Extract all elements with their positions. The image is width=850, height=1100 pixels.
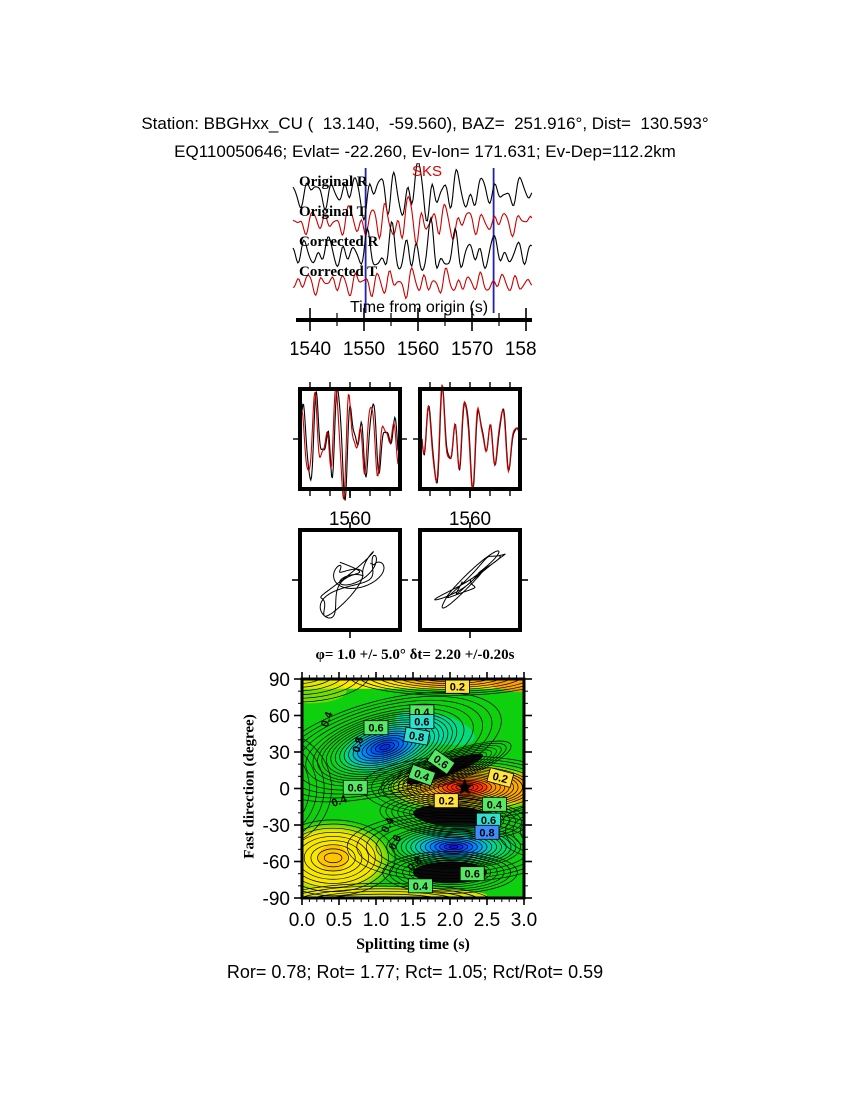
particle-motion-curve [319,550,385,619]
phase-label-sks: SKS [412,163,443,180]
svg-text:0: 0 [279,780,290,801]
trace-label-original-t: Original T [299,204,367,220]
svg-text:2.5: 2.5 [474,910,500,931]
time-tick-label: 1550 [343,339,385,360]
contour-label: 0.4 [407,878,433,894]
fast-slow-panel: 1560 [293,382,407,530]
svg-text:90: 90 [269,670,290,691]
trace-original-t [292,195,533,247]
time-tick-label: 1540 [291,339,331,360]
svg-text:0.0: 0.0 [289,910,315,931]
contour-title: φ= 1.0 +/- 5.0° δt= 2.20 +/-0.20s [315,647,515,663]
svg-text:0.6: 0.6 [414,717,429,729]
trace-corrected-t [292,266,533,300]
best-solution-star [456,778,474,795]
contour-label: 0.8 [403,726,431,746]
contour-label: 0.6 [409,714,435,729]
black-component-trace [421,386,519,492]
svg-text:0.4: 0.4 [319,709,336,728]
contour-label: 0.2 [486,767,515,788]
splitting-error-surface: 0.20.40.60.60.80.40.80.60.4 0.20.60.4 0.2 0… [263,670,538,931]
particle-motion-panel-original [292,522,408,638]
contour-label: 0.2 [444,678,470,694]
contour-label: 0.6 [342,779,368,795]
fast-slow-and-particle-motion-panels: 1560 1560 [292,382,528,638]
trace-label-original-r: Original R [299,174,368,190]
trace-corrected-r [292,215,533,272]
contour-label: 0.4 [481,796,507,812]
header-line-1: Station: BBGHxx_CU ( 13.140, -59.560), B… [141,114,709,133]
red-component-trace [301,387,399,500]
trace-label-corrected-t: Corrected T [299,264,378,280]
contour-label: 0.6 [363,720,389,736]
trace-label-corrected-r: Corrected R [299,234,379,250]
panel-tick-label: 1560 [329,509,371,530]
svg-text:0.8: 0.8 [479,827,494,839]
result-line: Ror= 0.78; Rot= 1.77; Rct= 1.05; Rct/Rot… [226,962,604,982]
svg-text:0.4: 0.4 [412,768,431,785]
contour-tick-labels: 90 60 30 0 -30 -60 -900.0 0.5 1.0 1.5 2.0 2.5 3.0 [263,670,538,931]
time-tick-label: 1560 [397,339,439,360]
contour-label: 0.8 [351,736,367,754]
svg-text:-60: -60 [263,853,290,874]
svg-text:1.5: 1.5 [400,910,426,931]
contour-label: 0.6 [387,833,404,852]
particle-motion-panel-corrected [412,522,528,638]
svg-text:60: 60 [269,707,290,728]
svg-text:-30: -30 [263,816,290,837]
svg-text:0.8: 0.8 [408,730,425,744]
svg-text:0.6: 0.6 [348,782,363,794]
contour-label: 0.2 [433,793,459,809]
waveform-plot: 1540 1550 1560 1570 1580 [291,163,536,360]
time-tick-label: 1570 [451,339,493,360]
svg-text:0.5: 0.5 [326,910,352,931]
svg-text:0.6: 0.6 [481,815,496,827]
time-tick-label: 1580 [505,339,536,360]
svg-text:0.6: 0.6 [368,723,383,735]
svg-text:0.2: 0.2 [439,796,454,808]
trace-original-r [292,163,533,222]
contour-label: 0.4 [330,793,349,810]
header-line-2: EQ110050646; Evlat= -22.260, Ev-lon= 171… [174,142,676,161]
contour-label: 0.6 [476,812,501,828]
contour-label: 0.6 [459,866,485,882]
svg-text:2.0: 2.0 [437,910,463,931]
svg-text:3.0: 3.0 [511,910,537,931]
svg-text:0.4: 0.4 [413,881,429,893]
svg-text:30: 30 [269,743,290,764]
svg-text:0.4: 0.4 [330,793,349,810]
seismic-traces [292,163,533,300]
contour-label: 0.4 [319,709,336,728]
fast-slow-panel: 1560 [413,382,527,530]
red-component-trace [421,384,519,491]
particle-motion-curve [434,550,507,609]
svg-text:0.6: 0.6 [465,869,480,881]
svg-text:0.2: 0.2 [450,681,465,693]
svg-text:1.0: 1.0 [363,910,389,931]
time-axis: 1540 1550 1560 1570 1580 [291,308,536,360]
contour-axes [294,672,532,905]
svg-text:-90: -90 [263,889,290,910]
svg-text:0.2: 0.2 [491,771,509,787]
contour-label: 0.8 [474,824,500,840]
svg-text:0.8: 0.8 [351,736,367,754]
svg-text:0.4: 0.4 [487,799,503,811]
contour-xlabel: Splitting time (s) [356,936,470,953]
time-axis-title: Time from origin (s) [350,299,489,316]
panel-tick-label: 1560 [449,509,491,530]
contour-label: 0.4 [407,763,437,787]
svg-text:0.6: 0.6 [387,833,404,852]
